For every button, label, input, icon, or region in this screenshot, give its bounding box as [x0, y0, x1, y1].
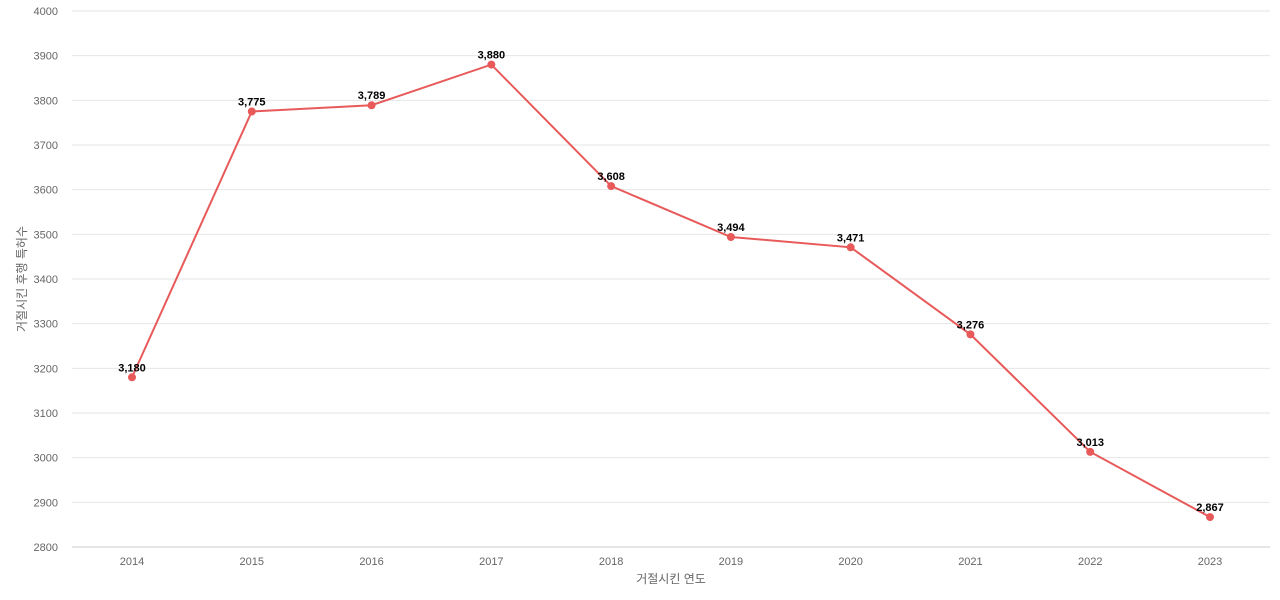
data-point	[128, 373, 136, 382]
x-tick-label: 2016	[359, 556, 383, 568]
data-point	[367, 101, 376, 110]
data-label: 3,880	[478, 50, 506, 62]
data-label: 3,180	[118, 362, 146, 374]
series-line	[131, 63, 1211, 518]
x-tick-label: 2021	[958, 556, 982, 568]
y-tick-label: 3900	[34, 51, 58, 63]
data-points	[128, 60, 1214, 522]
data-label: 3,789	[358, 90, 386, 102]
y-tick-label: 3200	[34, 363, 58, 375]
data-label: 3,494	[717, 222, 745, 234]
x-tick-label: 2019	[719, 556, 743, 568]
data-point	[607, 182, 616, 191]
data-point	[1206, 513, 1214, 522]
x-tick-label: 2015	[240, 556, 264, 568]
data-label: 3,013	[1076, 437, 1104, 449]
y-tick-label: 3000	[34, 453, 58, 465]
y-tick-label: 3300	[34, 319, 58, 331]
y-tick-label: 2800	[34, 542, 58, 554]
y-tick-labels: 2800 2900 3000 3100 3200 3300 3400 3500 3600 3700…	[34, 6, 58, 554]
data-label: 3,276	[957, 319, 985, 331]
y-tick-label: 3400	[34, 274, 58, 286]
data-labels: 3,180 3,775 3,789 3,880 3,608 3,494 3,471 3,276…	[118, 50, 1224, 514]
data-label: 2,867	[1196, 502, 1224, 514]
x-tick-label: 2020	[838, 556, 862, 568]
data-point	[966, 330, 975, 339]
data-point	[1086, 447, 1095, 456]
data-point	[487, 60, 496, 69]
data-label: 3,471	[837, 232, 865, 244]
x-axis-title: 거절시킨 연도	[636, 572, 706, 586]
y-axis-title: 거절시킨 후행 특허수	[14, 226, 29, 332]
y-tick-label: 4000	[34, 6, 58, 18]
x-tick-labels: 2014 2015 2016 2017 2018 2019 2020 2021 2022 2023	[120, 556, 1222, 568]
y-tick-label: 3100	[34, 408, 58, 420]
y-tick-label: 3800	[34, 95, 58, 107]
data-point	[726, 233, 735, 242]
x-tick-label: 2023	[1198, 556, 1222, 568]
data-label: 3,775	[238, 97, 266, 109]
x-tick-label: 2022	[1078, 556, 1102, 568]
y-tick-label: 3600	[34, 185, 58, 197]
y-tick-label: 3500	[34, 229, 58, 241]
data-point	[247, 107, 256, 116]
x-tick-label: 2014	[120, 556, 144, 568]
data-label: 3,608	[597, 171, 625, 183]
y-tick-label: 2900	[34, 497, 58, 509]
x-tick-label: 2017	[479, 556, 503, 568]
y-tick-label: 3700	[34, 140, 58, 152]
data-point	[846, 243, 855, 252]
x-tick-label: 2018	[599, 556, 623, 568]
grid-lines	[72, 10, 1270, 503]
